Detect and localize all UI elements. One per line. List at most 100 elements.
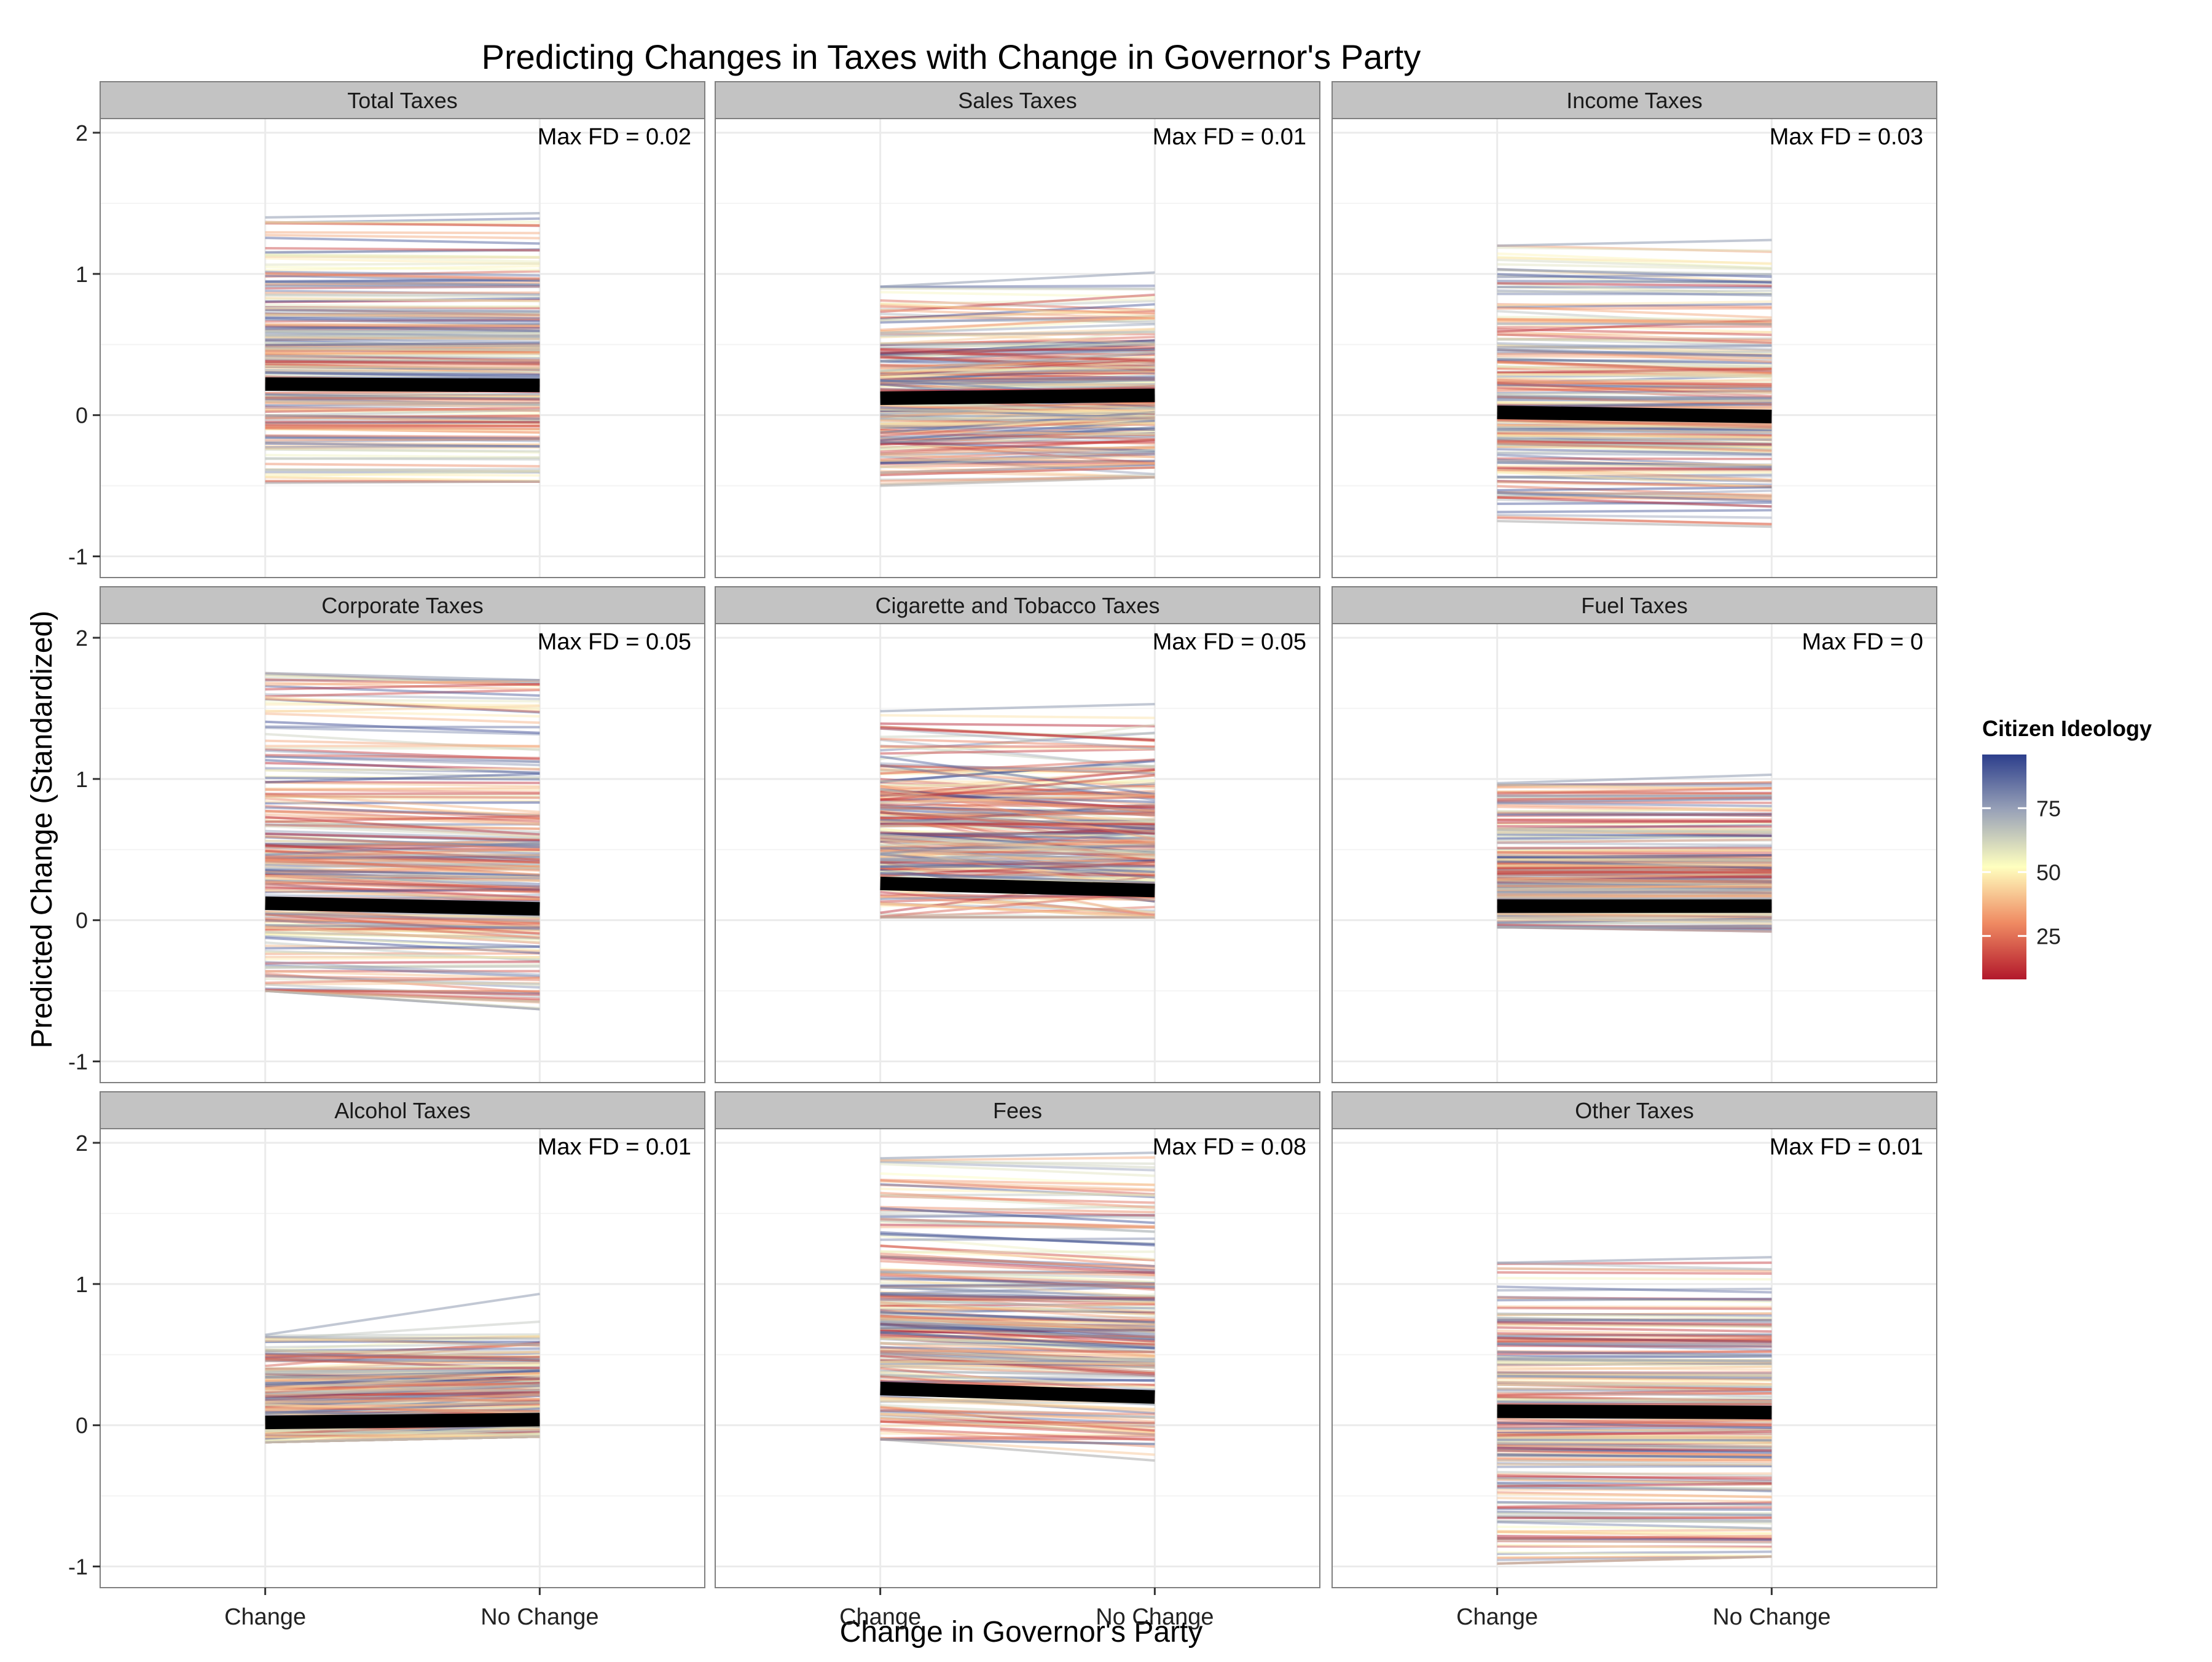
prediction-line — [1497, 1272, 1772, 1274]
prediction-line — [265, 436, 540, 437]
average-prediction-line — [1497, 412, 1772, 417]
x-tick-label: No Change — [1712, 1604, 1830, 1630]
y-tick-label: 0 — [76, 908, 88, 933]
panel-fees: Fees Max FD = 0.08 Change No Change — [715, 1092, 1320, 1630]
facet-title: Other Taxes — [1575, 1098, 1693, 1123]
prediction-line — [265, 286, 540, 287]
prediction-line — [265, 778, 540, 780]
prediction-line — [265, 439, 540, 441]
prediction-line — [1497, 860, 1772, 861]
panel-other-taxes: Other Taxes Max FD = 0.01 Change No Change — [1332, 1092, 1937, 1630]
prediction-line — [880, 1362, 1155, 1363]
y-tick-label: -1 — [68, 544, 88, 570]
average-prediction-line — [265, 1419, 540, 1422]
prediction-line — [1497, 291, 1772, 292]
y-axis-label: Predicted Change (Standardized) — [26, 611, 58, 1048]
prediction-line — [1497, 1299, 1772, 1300]
prediction-line — [265, 947, 540, 948]
prediction-line — [1497, 871, 1772, 872]
facet-title: Income Taxes — [1566, 88, 1702, 113]
panel-sales-taxes: Sales Taxes Max FD = 0.01 — [715, 82, 1320, 578]
x-tick-label: Change — [224, 1604, 306, 1630]
prediction-line — [265, 482, 540, 483]
x-tick-label: No Change — [480, 1604, 598, 1630]
prediction-line — [1497, 345, 1772, 347]
legend-title: Citizen Ideology — [1982, 716, 2152, 741]
facet-title: Corporate Taxes — [321, 593, 483, 618]
prediction-line — [265, 335, 540, 337]
y-tick-label: 2 — [76, 120, 88, 146]
max-fd-annotation: Max FD = 0.02 — [538, 124, 691, 150]
prediction-line — [265, 292, 540, 293]
prediction-line — [265, 469, 540, 470]
facet-title: Total Taxes — [347, 88, 457, 113]
prediction-line — [1497, 1308, 1772, 1309]
prediction-line — [1497, 894, 1772, 896]
max-fd-annotation: Max FD = 0.01 — [1770, 1134, 1923, 1160]
prediction-line — [1497, 287, 1772, 288]
y-tick-label: 1 — [76, 262, 88, 287]
legend-tick-label: 50 — [2036, 860, 2061, 885]
prediction-line — [880, 805, 1155, 807]
prediction-line — [1497, 1458, 1772, 1460]
prediction-line — [265, 264, 540, 265]
prediction-line — [265, 447, 540, 448]
max-fd-annotation: Max FD = 0.03 — [1770, 124, 1923, 150]
prediction-line — [1497, 458, 1772, 459]
prediction-line — [265, 474, 540, 476]
prediction-line — [1497, 865, 1772, 866]
max-fd-annotation: Max FD = 0.05 — [1153, 629, 1306, 655]
x-tick-label: Change — [839, 1604, 921, 1630]
legend-colorbar — [1982, 755, 2026, 979]
y-tick-label: 1 — [76, 1272, 88, 1297]
prediction-line — [1497, 826, 1772, 827]
facet-title: Cigarette and Tobacco Taxes — [876, 593, 1160, 618]
prediction-line — [1497, 339, 1772, 340]
legend-tick-label: 75 — [2036, 796, 2061, 821]
prediction-line — [1497, 821, 1772, 823]
prediction-line — [1497, 465, 1772, 466]
y-tick-label: 0 — [76, 403, 88, 428]
prediction-line — [265, 328, 540, 329]
prediction-line — [265, 458, 540, 459]
prediction-line — [1497, 1466, 1772, 1467]
average-prediction-line — [880, 1389, 1155, 1397]
x-tick-label: Change — [1456, 1604, 1538, 1630]
prediction-line — [880, 286, 1155, 287]
prediction-line — [265, 349, 540, 350]
panel-total-taxes: Total Taxes Max FD = 0.02 -1 0 1 2 — [68, 82, 705, 578]
y-tick-label: 0 — [76, 1413, 88, 1438]
prediction-line — [1497, 1427, 1772, 1429]
y-tick-label: 2 — [76, 625, 88, 651]
max-fd-annotation: Max FD = 0 — [1802, 629, 1923, 655]
panel-cigarette-and-tobacco-taxes: Cigarette and Tobacco Taxes Max FD = 0.05 — [715, 587, 1320, 1083]
prediction-line — [265, 232, 540, 233]
y-tick-label: -1 — [68, 1049, 88, 1075]
prediction-line — [1497, 393, 1772, 394]
prediction-line — [1497, 1456, 1772, 1457]
prediction-line — [265, 295, 540, 296]
prediction-line — [880, 1239, 1155, 1240]
facet-title: Sales Taxes — [958, 88, 1077, 113]
panel-income-taxes: Income Taxes Max FD = 0.03 — [1332, 82, 1937, 578]
prediction-line — [265, 1357, 540, 1358]
x-tick-label: No Change — [1096, 1604, 1214, 1630]
y-tick-label: 2 — [76, 1131, 88, 1156]
facet-title: Fees — [993, 1098, 1042, 1123]
average-prediction-line — [1497, 1411, 1772, 1413]
prediction-line — [880, 833, 1155, 834]
max-fd-annotation: Max FD = 0.08 — [1153, 1134, 1306, 1160]
prediction-line — [880, 1287, 1155, 1288]
max-fd-annotation: Max FD = 0.01 — [538, 1134, 691, 1160]
average-prediction-line — [880, 884, 1155, 890]
average-prediction-line — [880, 395, 1155, 398]
max-fd-annotation: Max FD = 0.01 — [1153, 124, 1306, 150]
legend-tick-label: 25 — [2036, 923, 2061, 949]
prediction-line — [1497, 886, 1772, 887]
average-prediction-line — [265, 903, 540, 909]
prediction-line — [1497, 834, 1772, 836]
